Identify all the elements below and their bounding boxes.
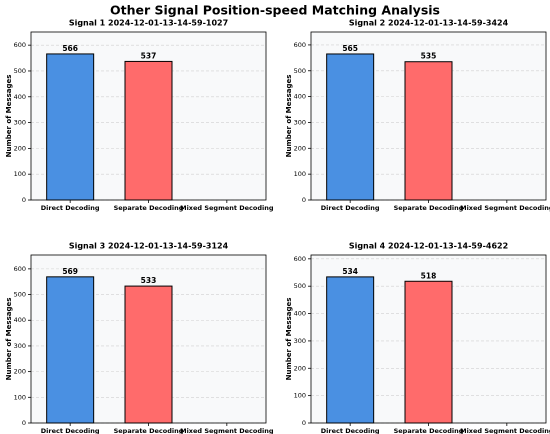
value-label: 537 <box>141 51 157 60</box>
y-tick-label: 300 <box>14 119 26 127</box>
bar <box>46 53 95 201</box>
y-tick-label: 200 <box>14 144 26 152</box>
bar <box>404 280 453 424</box>
value-label: 535 <box>421 52 437 61</box>
plot-frame <box>310 254 547 424</box>
y-tick-label: 600 <box>294 41 306 49</box>
y-tick-label: 200 <box>294 144 306 152</box>
value-label: 569 <box>62 267 78 276</box>
x-tick-label: Direct Decoding <box>321 204 380 212</box>
subplot-title: Signal 4 2024-12-01-13-14-59-4622 <box>349 242 508 251</box>
y-axis-label: Number of Messages <box>5 298 13 381</box>
x-tick-label: Direct Decoding <box>321 427 380 434</box>
y-axis-label: Number of Messages <box>5 75 13 158</box>
x-tick-label: Direct Decoding <box>41 204 100 212</box>
x-tick-label: Mixed Segment Decoding <box>460 427 550 434</box>
x-tick-label: Separate Decoding <box>114 204 184 212</box>
x-tick-label: Mixed Segment Decoding <box>180 204 274 212</box>
x-tick-label: Separate Decoding <box>394 427 464 434</box>
y-tick-label: 200 <box>294 364 306 372</box>
value-label: 566 <box>62 44 78 53</box>
y-tick-label: 300 <box>294 118 306 126</box>
x-tick-label: Mixed Segment Decoding <box>180 427 274 434</box>
y-tick-label: 400 <box>14 93 26 101</box>
y-tick-label: 0 <box>22 419 26 427</box>
y-tick-label: 0 <box>302 419 306 427</box>
x-tick-label: Separate Decoding <box>114 427 184 434</box>
x-tick-label: Direct Decoding <box>41 427 100 434</box>
bar <box>326 276 375 424</box>
y-tick-label: 500 <box>294 67 306 75</box>
y-tick-label: 500 <box>294 282 306 290</box>
y-tick-label: 600 <box>14 265 26 273</box>
figure-title: Other Signal Position-speed Matching Ana… <box>110 3 440 18</box>
value-label: 565 <box>342 44 358 53</box>
x-tick-label: Mixed Segment Decoding <box>460 204 550 212</box>
subplot-title: Signal 3 2024-12-01-13-14-59-3124 <box>69 242 229 251</box>
y-tick-label: 500 <box>14 291 26 299</box>
y-tick-label: 400 <box>294 93 306 101</box>
bar <box>46 276 95 424</box>
subplot-title: Signal 1 2024-12-01-13-14-59-1027 <box>69 19 228 28</box>
y-tick-label: 100 <box>294 170 306 178</box>
bar <box>404 61 453 201</box>
y-tick-label: 300 <box>294 337 306 345</box>
value-label: 534 <box>342 267 358 276</box>
bar <box>124 285 173 424</box>
bar <box>124 60 173 201</box>
plot-frame <box>30 254 267 424</box>
y-tick-label: 300 <box>14 342 26 350</box>
y-axis-label: Number of Messages <box>285 75 293 158</box>
y-tick-label: 600 <box>294 255 306 263</box>
bar <box>326 53 375 201</box>
y-axis-label: Number of Messages <box>285 298 293 381</box>
y-tick-label: 400 <box>14 316 26 324</box>
y-tick-label: 0 <box>22 196 26 204</box>
value-label: 518 <box>421 271 437 280</box>
value-label: 533 <box>141 276 157 285</box>
y-tick-label: 200 <box>14 368 26 376</box>
plot-frame <box>310 31 547 201</box>
plot-frame <box>30 31 267 201</box>
x-tick-label: Separate Decoding <box>394 204 464 212</box>
y-tick-label: 100 <box>294 392 306 400</box>
y-tick-label: 400 <box>294 310 306 318</box>
y-tick-label: 0 <box>302 196 306 204</box>
y-tick-label: 100 <box>14 393 26 401</box>
subplot-title: Signal 2 2024-12-01-13-14-59-3424 <box>349 19 509 28</box>
y-tick-label: 500 <box>14 67 26 75</box>
y-tick-label: 100 <box>14 170 26 178</box>
y-tick-label: 600 <box>14 41 26 49</box>
